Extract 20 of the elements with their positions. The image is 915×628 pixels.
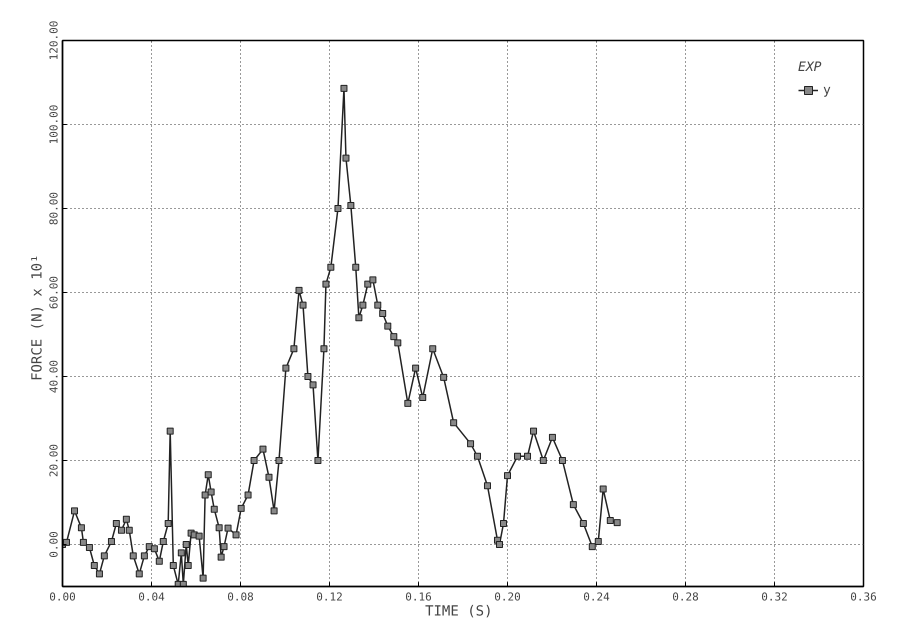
x-tick-label: 0.20 (494, 590, 521, 604)
legend-label: y (823, 82, 832, 98)
x-axis-title: TIME (S) (425, 604, 493, 620)
y-tick-label: 20.00 (48, 444, 60, 478)
x-tick-label: 0.16 (405, 590, 432, 604)
x-tick-label: 0.24 (583, 590, 610, 604)
y-axis-title: FORCE (N) x 10¹ (30, 254, 46, 381)
y-tick-label: 100.00 (48, 104, 60, 144)
x-tick-label: 0.36 (850, 590, 877, 604)
legend-title: EXP (798, 60, 822, 75)
y-tick-label: 40.00 (48, 360, 60, 394)
x-tick-label: 0.28 (672, 590, 699, 604)
y-tick-label: 60.00 (48, 276, 60, 310)
y-tick-label: 120.00 (48, 20, 60, 60)
x-tick-label: 0.12 (316, 590, 343, 604)
x-tick-label: 0.32 (761, 590, 788, 604)
y-tick-label: 0.00 (48, 531, 60, 558)
x-tick-label: 0.04 (138, 590, 166, 604)
x-tick-label: 0.08 (227, 590, 254, 604)
y-tick-label: 80.00 (48, 192, 60, 226)
